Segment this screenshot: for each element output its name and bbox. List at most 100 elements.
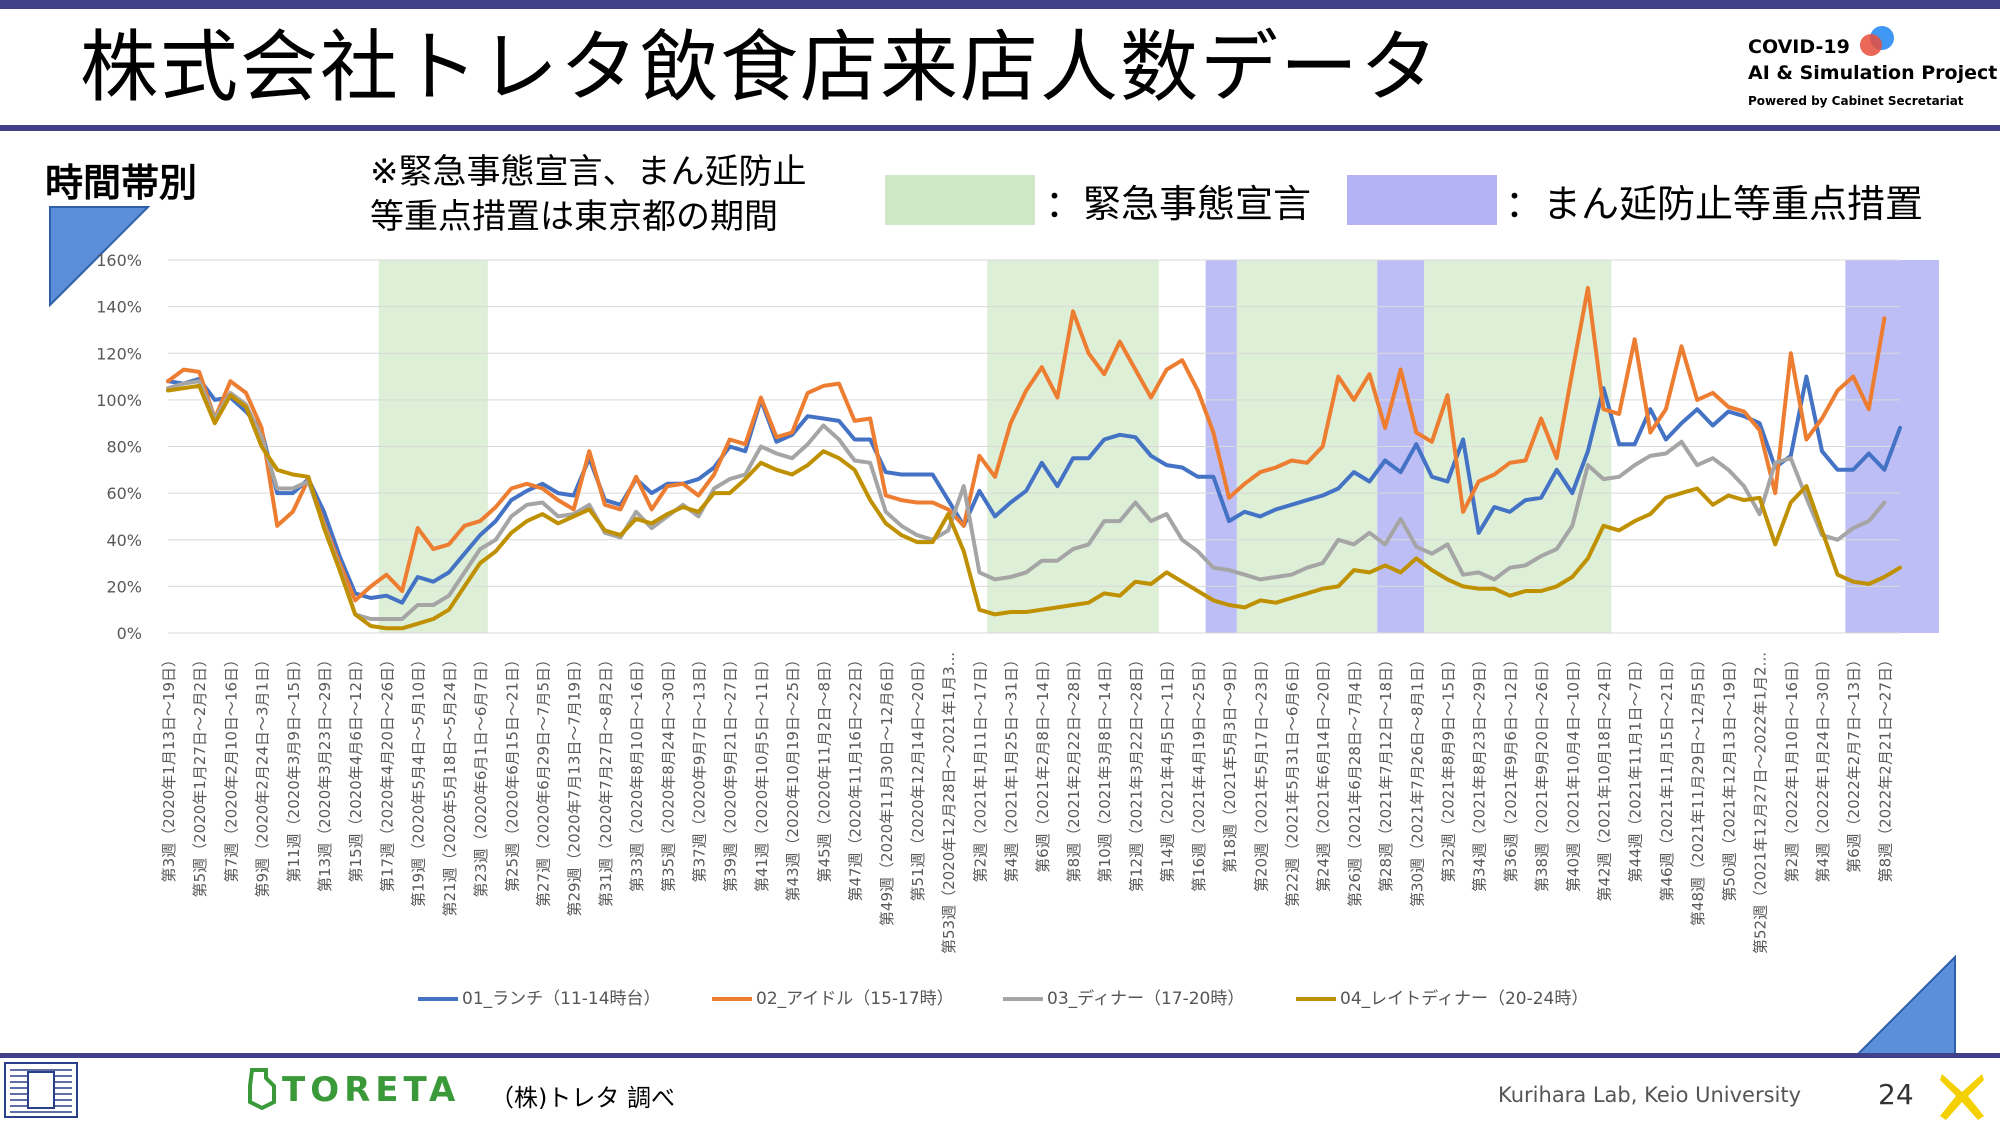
x-tick-label: 第4週（2022年1月24日～30日） [1814, 652, 1832, 882]
x-tick-label: 第2週（2022年1月10日～16日） [1783, 652, 1801, 882]
y-tick-label: 100% [96, 391, 142, 410]
logo-line-1: COVID-19 [1748, 36, 1850, 58]
x-tick-label: 第9週（2020年2月24日～3月1日） [254, 652, 272, 897]
x-tick-label: 第22週（2021年5月31日～6月6日） [1283, 652, 1301, 907]
y-tick-label: 160% [96, 251, 142, 270]
x-tick-label: 第42週（2021年10月18日～24日） [1596, 652, 1614, 902]
y-tick-label: 60% [106, 484, 142, 503]
x-tick-label: 第26週（2021年6月28日～7月4日） [1346, 652, 1364, 907]
legend-lunch-swatch [418, 997, 458, 1001]
x-tick-label: 第6週（2021年2月8日～14日） [1034, 652, 1052, 873]
x-tick-label: 第11週（2020年3月9日～15日） [285, 652, 303, 882]
x-tick-label: 第2週（2021年1月11日～17日） [971, 652, 989, 882]
y-tick-label: 120% [96, 344, 142, 363]
x-tick-label: 第21週（2020年5月18日～5月24日） [441, 652, 459, 917]
legend-lunch-label: 01_ランチ（11-14時台） [462, 989, 661, 1009]
legend-dinner-label: 03_ディナー（17-20時） [1047, 989, 1245, 1009]
x-tick-label: 第43週（2020年10月19日～25日） [784, 652, 802, 902]
legend-idle: 02_アイドル（15-17時） [712, 984, 954, 1009]
y-tick-label: 40% [106, 531, 142, 550]
toreta-logo-icon [248, 1068, 276, 1110]
x-tick-label: 第32週（2021年8月9日～15日） [1439, 652, 1457, 882]
x-tick-label: 第46週（2021年11月15日～21日） [1658, 652, 1676, 902]
footer-divider [0, 1053, 2000, 1058]
covid-project-logo: COVID-19 AI & Simulation Project Powered… [1748, 26, 1997, 117]
x-tick-label: 第14週（2021年4月5日～11日） [1159, 652, 1177, 882]
x-tick-label: 第38週（2021年9月20日～26日） [1533, 652, 1551, 892]
y-tick-label: 20% [106, 577, 142, 596]
x-tick-label: 第7週（2020年2月10日～16日） [222, 652, 240, 882]
x-tick-label: 第34週（2021年8月23日～29日） [1471, 652, 1489, 892]
x-tick-label: 第35週（2020年8月24日～30日） [659, 652, 677, 892]
x-tick-label: 第5週（2020年1月27日～2月2日） [191, 652, 209, 897]
y-tick-label: 0% [117, 624, 142, 643]
x-tick-label: 第29週（2020年7月13日～7月19日） [566, 652, 584, 917]
x-tick-label: 第3週（2020年1月13日～19日） [160, 652, 178, 882]
toreta-wordmark: TORETA [282, 1070, 461, 1110]
visitors-line-chart: 0% 20% 40% 60% 80% 100% 120% 140% 160% 第3週（2020年1… [96, 251, 1940, 954]
section-subtitle: 時間帯別 [45, 161, 198, 205]
x-tick-label: 第27週（2020年6月29日～7月5日） [534, 652, 552, 907]
logo-red-dot-icon [1860, 34, 1882, 56]
x-tick-label: 第30週（2021年7月26日～8月1日） [1408, 652, 1426, 907]
x-tick-label: 第44週（2021年11月1日～7日） [1627, 652, 1645, 882]
x-tick-label: 第4週（2021年1月25日～31日） [1003, 652, 1021, 882]
survey-credit: （株)トレタ 調べ [490, 1084, 675, 1112]
x-tick-label: 第49週（2020年11月30日～12月6日） [878, 652, 896, 926]
y-tick-label: 140% [96, 298, 142, 317]
y-tick-label: 80% [106, 438, 142, 457]
emergency-legend-label: ：緊急事態宣言 [1045, 182, 1312, 226]
x-tick-label: 第36週（2021年9月6日～12日） [1502, 652, 1520, 882]
x-tick-label: 第18週（2021年5月3日～9日） [1221, 652, 1239, 873]
legend-late-dinner: 04_レイトディナー（20-24時） [1296, 984, 1588, 1009]
page-number: 24 [1878, 1078, 1914, 1111]
x-tick-label: 第33週（2020年8月10日～16日） [628, 652, 646, 892]
legend-idle-swatch [712, 997, 752, 1001]
x-tick-label: 第23週（2020年6月1日～6月7日） [472, 652, 490, 897]
x-tick-label: 第16週（2021年4月19日～25日） [1190, 652, 1208, 892]
x-tick-label: 第40週（2021年10月4日～10日） [1564, 652, 1582, 892]
x-tick-label: 第24週（2021年6月14日～20日） [1315, 652, 1333, 892]
period-note: ※緊急事態宣言、まん延防止 等重点措置は東京都の期間 [370, 152, 807, 237]
legend-dinner-swatch [1003, 997, 1043, 1001]
semi-emergency-legend-label: ：まん延防止等重点措置 [1505, 182, 1924, 226]
page-title: 株式会社トレタ飲食店来店人数データ [80, 23, 1441, 113]
logo-line-2: AI & Simulation Project [1748, 62, 1998, 84]
x-tick-label: 第51週（2020年12月14日～20日） [909, 652, 927, 902]
x-tick-label: 第13週（2020年3月23日～29日） [316, 652, 334, 892]
lab-credit: Kurihara Lab, Keio University [1498, 1083, 1802, 1107]
x-tick-label: 第53週（2020年12月28日～2021年1月3... [940, 652, 958, 954]
series-line-2 [166, 286, 1887, 603]
top-accent-bar [0, 0, 2000, 9]
legend-late-dinner-label: 04_レイトディナー（20-24時） [1340, 989, 1589, 1009]
legend-lunch: 01_ランチ（11-14時台） [418, 984, 661, 1009]
x-tick-label: 第8週（2022年2月21日～27日） [1876, 652, 1894, 882]
x-tick-label: 第8週（2021年2月22日～28日） [1065, 652, 1083, 882]
x-tick-label: 第41週（2020年10月5日～11日） [753, 652, 771, 892]
x-tick-label: 第47週（2020年11月16日～22日） [847, 652, 865, 902]
x-tick-label: 第45週（2020年11月2日～8日） [815, 652, 833, 882]
x-tick-label: 第39週（2020年9月21日～27日） [722, 652, 740, 892]
x-tick-label: 第17週（2020年4月20日～26日） [378, 652, 396, 892]
x-tick-label: 第31週（2020年7月27日～8月2日） [597, 652, 615, 907]
x-tick-label: 第48週（2021年11月29日～12月5日） [1689, 652, 1707, 926]
series-line-4 [166, 383, 1902, 631]
corner-bracket-icon [49, 206, 151, 308]
cross-mark-icon [1940, 1074, 1984, 1120]
legend-dinner: 03_ディナー（17-20時） [1003, 984, 1244, 1009]
lab-logo-icon [4, 1062, 78, 1118]
series-line-1 [166, 374, 1902, 605]
legend-idle-label: 02_アイドル（15-17時） [756, 989, 954, 1009]
semi-emergency-legend-swatch [1347, 175, 1497, 225]
title-divider [0, 125, 2000, 131]
x-tick-label: 第12週（2021年3月22日～28日） [1127, 652, 1145, 892]
x-tick-label: 第6週（2022年2月7日～13日） [1845, 652, 1863, 873]
x-tick-label: 第28週（2021年7月12日～18日） [1377, 652, 1395, 892]
x-tick-label: 第20週（2021年5月17日～23日） [1252, 652, 1270, 892]
x-tick-label: 第15週（2020年4月6日～12日） [347, 652, 365, 882]
emergency-legend-swatch [885, 175, 1035, 225]
legend-late-dinner-swatch [1296, 997, 1336, 1001]
x-tick-label: 第10週（2021年3月8日～14日） [1096, 652, 1114, 882]
corner-bracket-bottom-icon [1855, 955, 1956, 1056]
x-tick-label: 第19週（2020年5月4日～5月10日） [410, 652, 428, 907]
